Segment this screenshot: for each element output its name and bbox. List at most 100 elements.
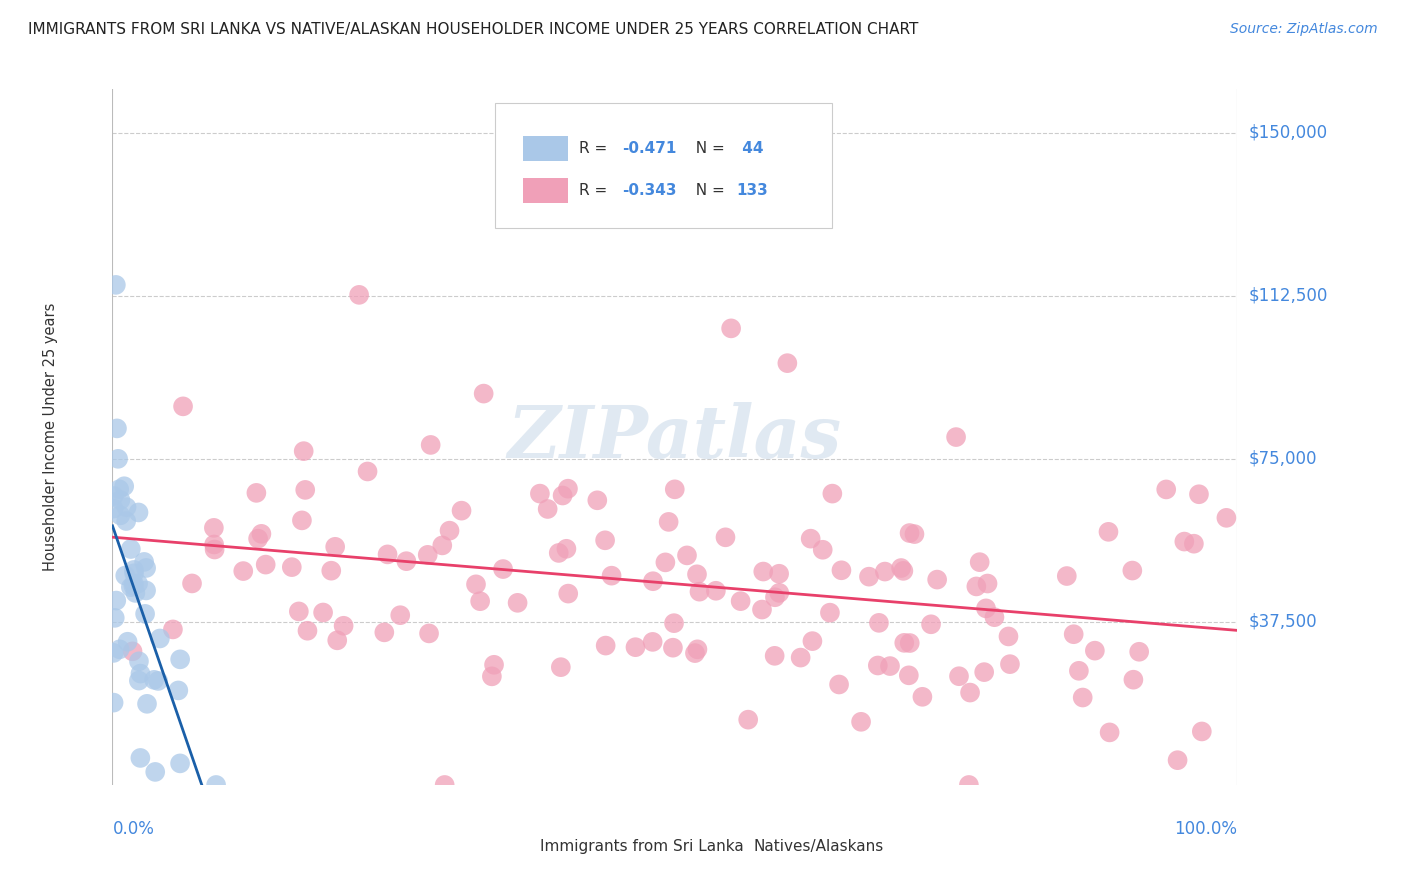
Point	[129, 751, 152, 765]
Point	[1056, 569, 1078, 583]
Point	[323, 540, 346, 554]
Point	[676, 549, 699, 563]
Point	[254, 558, 277, 572]
Point	[730, 594, 752, 608]
Point	[763, 648, 786, 663]
Point	[326, 633, 349, 648]
Point	[945, 430, 967, 444]
Point	[128, 654, 150, 668]
Point	[1122, 673, 1144, 687]
Text: $150,000: $150,000	[1249, 124, 1327, 142]
Point	[128, 505, 150, 519]
Point	[557, 482, 579, 496]
Point	[292, 444, 315, 458]
Point	[377, 548, 399, 562]
Text: 0.0%: 0.0%	[112, 820, 155, 838]
FancyBboxPatch shape	[523, 136, 568, 161]
Point	[983, 610, 1005, 624]
Point	[965, 579, 987, 593]
Text: $75,000: $75,000	[1249, 450, 1317, 467]
Point	[356, 465, 378, 479]
Point	[135, 561, 157, 575]
Point	[801, 634, 824, 648]
Point	[998, 657, 1021, 672]
Point	[1167, 753, 1189, 767]
Point	[373, 625, 395, 640]
Text: N =: N =	[686, 141, 730, 156]
Text: 133: 133	[737, 183, 769, 198]
Point	[1071, 690, 1094, 705]
Point	[662, 616, 685, 631]
Point	[683, 646, 706, 660]
Point	[134, 555, 156, 569]
Point	[135, 583, 157, 598]
Text: 44: 44	[737, 141, 763, 156]
Point	[172, 400, 194, 414]
Point	[948, 669, 970, 683]
Point	[108, 642, 131, 657]
Point	[1191, 724, 1213, 739]
Point	[641, 635, 664, 649]
Point	[752, 565, 775, 579]
Point	[103, 696, 125, 710]
Point	[789, 650, 811, 665]
Point	[465, 577, 488, 591]
Point	[167, 683, 190, 698]
Point	[776, 356, 799, 370]
Point	[418, 626, 440, 640]
Point	[122, 563, 145, 577]
Point	[105, 421, 128, 435]
Text: Immigrants from Sri Lanka: Immigrants from Sri Lanka	[540, 839, 744, 855]
Point	[115, 500, 138, 515]
Point	[686, 642, 709, 657]
Point	[1215, 511, 1237, 525]
Point	[143, 764, 166, 779]
Point	[714, 530, 737, 544]
Text: -0.343: -0.343	[621, 183, 676, 198]
Text: -0.471: -0.471	[621, 141, 676, 156]
Point	[688, 584, 710, 599]
Point	[232, 564, 254, 578]
Text: ZIPatlas: ZIPatlas	[508, 401, 842, 473]
Point	[245, 486, 267, 500]
Point	[104, 277, 127, 292]
Point	[204, 542, 226, 557]
Point	[114, 568, 136, 582]
Point	[927, 573, 949, 587]
Point	[312, 606, 335, 620]
Point	[624, 640, 647, 655]
Point	[162, 623, 184, 637]
Point	[1067, 664, 1090, 678]
Point	[1084, 643, 1107, 657]
Point	[124, 586, 146, 600]
Point	[134, 607, 156, 621]
Point	[472, 386, 495, 401]
Text: R =: R =	[579, 183, 613, 198]
Point	[911, 690, 934, 704]
FancyBboxPatch shape	[720, 838, 748, 856]
Point	[321, 564, 343, 578]
Point	[416, 548, 439, 562]
Point	[115, 514, 138, 528]
Text: Source: ZipAtlas.com: Source: ZipAtlas.com	[1230, 22, 1378, 37]
Point	[654, 555, 676, 569]
Point	[830, 563, 852, 577]
Point	[332, 619, 354, 633]
Point	[281, 560, 304, 574]
Point	[737, 713, 759, 727]
Point	[294, 483, 316, 497]
Point	[959, 685, 981, 699]
Point	[641, 574, 664, 589]
Point	[129, 666, 152, 681]
Point	[110, 493, 132, 508]
Point	[121, 644, 143, 658]
Point	[288, 604, 311, 618]
Point	[433, 778, 456, 792]
Point	[898, 636, 921, 650]
FancyBboxPatch shape	[495, 103, 832, 228]
Point	[1063, 627, 1085, 641]
Point	[1188, 487, 1211, 501]
Text: 100.0%: 100.0%	[1174, 820, 1237, 838]
Point	[136, 697, 159, 711]
Point	[879, 659, 901, 673]
